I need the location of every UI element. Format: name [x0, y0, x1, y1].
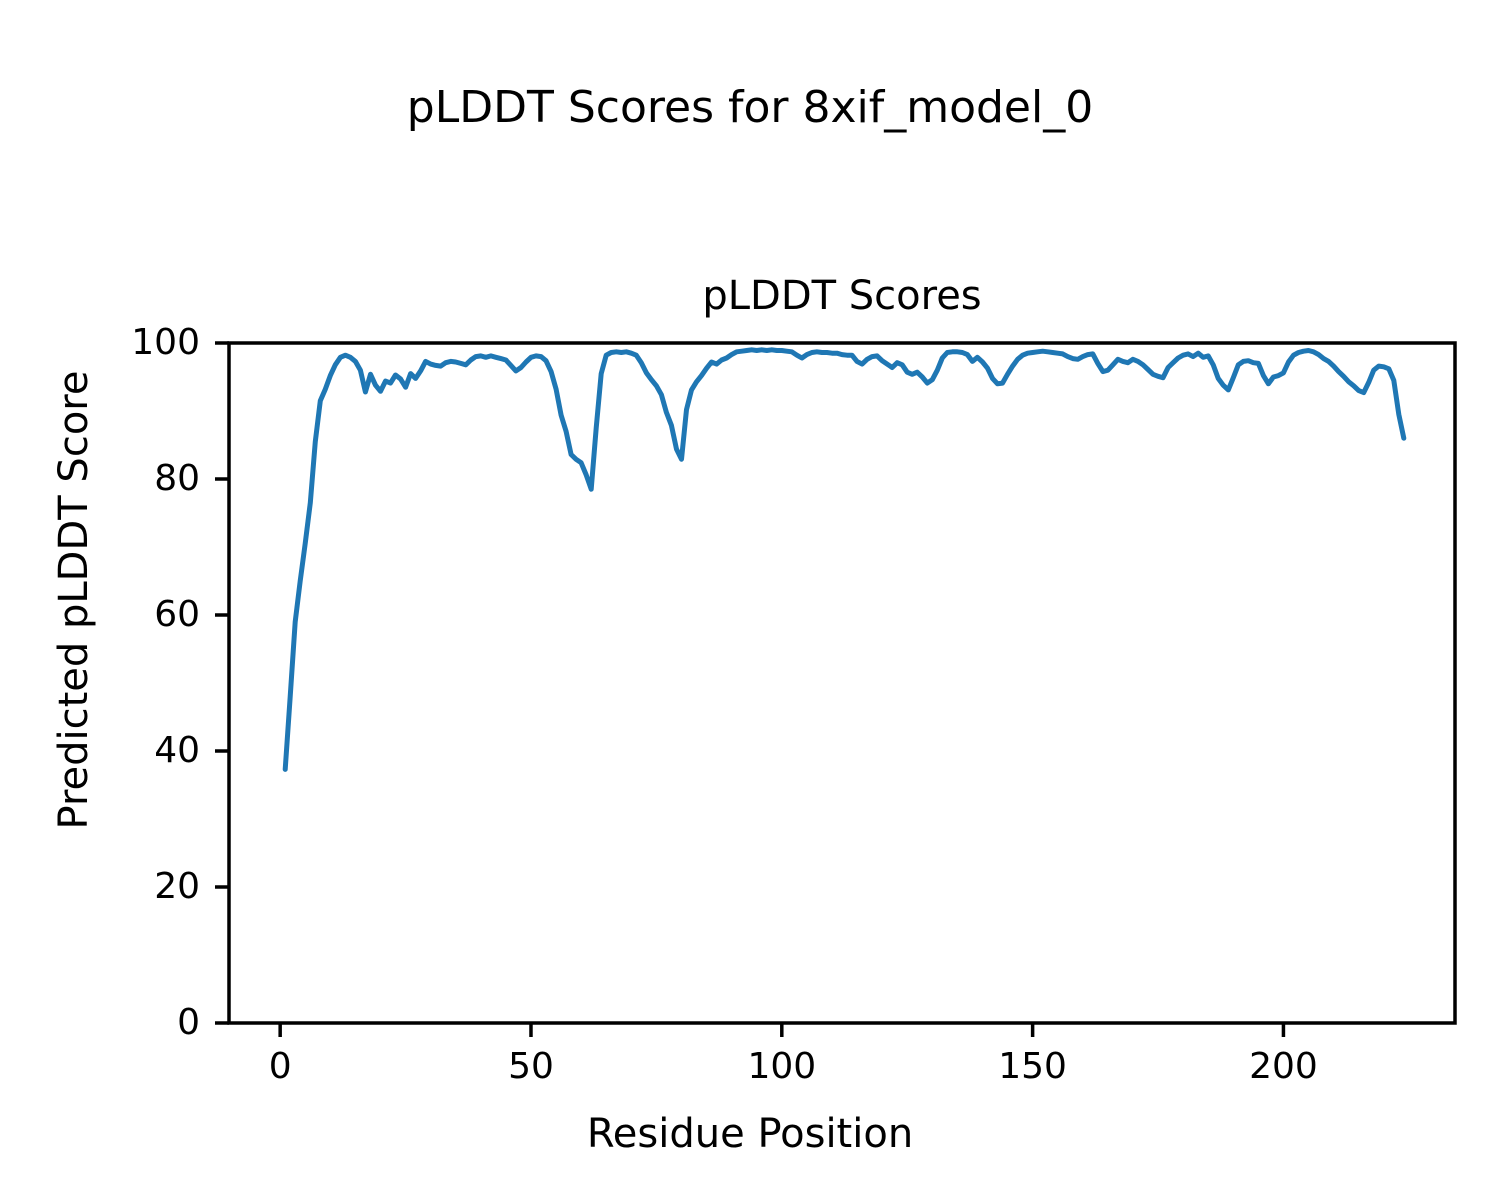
y-tick-label: 100	[131, 322, 200, 363]
y-tick-label: 60	[154, 594, 200, 635]
x-tick-label: 150	[998, 1046, 1067, 1087]
y-tick-label: 80	[154, 458, 200, 499]
x-tick-label: 50	[508, 1046, 554, 1087]
y-tick-label: 20	[154, 866, 200, 907]
x-tick-label: 0	[268, 1046, 292, 1087]
figure-title: pLDDT Scores for 8xif_model_0	[406, 82, 1094, 133]
y-tick-label: 40	[154, 730, 200, 771]
plddt-line	[282, 347, 1407, 772]
x-tick-label: 100	[747, 1046, 817, 1087]
x-tick-label: 200	[1249, 1046, 1318, 1087]
axes-spines	[227, 341, 1457, 1025]
y-tick-label: 0	[177, 1002, 200, 1043]
x-axis-label: Residue Position	[586, 1111, 914, 1157]
axes-title: pLDDT Scores	[702, 273, 982, 319]
